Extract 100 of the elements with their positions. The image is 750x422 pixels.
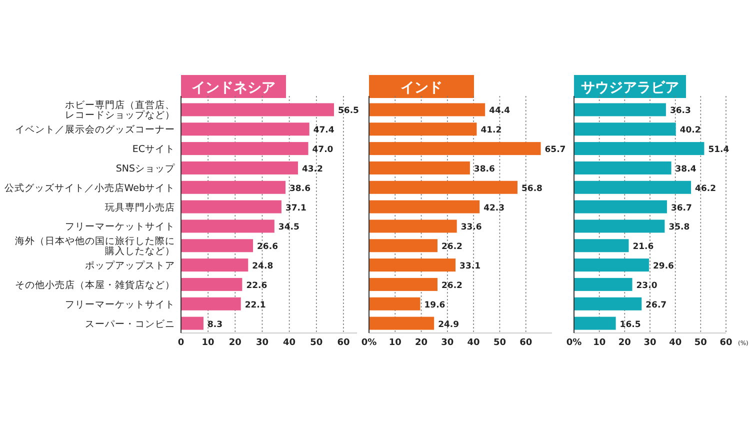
bar [181,161,298,174]
bar [574,103,666,116]
text: 22.1 [244,300,266,310]
text: 47.4 [313,126,334,136]
text: 65.7 [544,145,566,156]
x-tick-label: 10 [593,338,606,348]
text: 46.2 [695,184,716,194]
x-tick-label: 20 [228,338,242,348]
text: 26.7 [646,300,667,310]
bar [574,239,629,252]
bar [369,297,420,310]
bar [574,200,667,214]
bar [181,258,248,272]
y-tick-label: SNSショップ [116,162,176,174]
bar [181,278,242,291]
text: 38.6 [474,164,495,174]
text: 41.2 [480,126,502,136]
y-tick-label: フリーマーケットサイト [65,222,175,233]
text: 26.2 [441,242,462,252]
bar [369,258,456,272]
y-tick-label: 海外（日本や他の国に旅行した際に購入したなど） [15,235,175,258]
bar [181,316,204,330]
x-tick-label: 60 [520,338,532,348]
bar [181,103,334,116]
x-tick-label: 40 [283,338,296,348]
x-tick-label: 40 [467,338,480,348]
bar [369,103,486,116]
text: 24.9 [438,320,460,330]
bar [369,239,438,252]
y-tick-label: フリーマーケットサイト [65,299,175,310]
text: 8.3 [207,320,223,330]
y-tick-label: 公式グッズサイト／小売店Webサイト [4,182,175,194]
text: 33.6 [460,222,482,233]
x-tick-label: 20 [415,338,428,348]
text: 51.4 [708,145,730,156]
text: 47.0 [312,145,334,156]
text: 37.1 [285,203,306,214]
chart-title: インド [400,80,442,96]
text: 16.5 [620,320,641,330]
text: 23.0 [636,280,658,291]
bar [369,278,438,291]
text: 26.2 [441,280,462,291]
bar [369,142,541,156]
text: 33.1 [460,262,481,272]
x-tick-label: 0% [566,338,582,348]
bar [369,316,434,330]
text: 24.8 [252,262,274,272]
bar [574,142,704,156]
x-tick-label: 50 [493,338,506,348]
x-tick-label: 50 [694,338,707,348]
bar [574,180,692,194]
x-tick-label: 30 [256,338,268,348]
bar [369,220,457,233]
y-tick-label: その他小売店（本屋・雑貨店など） [15,278,175,291]
chart-title: サウジアラビア [581,80,679,96]
bar [369,180,518,194]
text: 42.3 [484,203,505,214]
x-tick-label: 10 [202,338,214,348]
text: 26.6 [257,242,278,252]
text: 34.5 [278,222,300,233]
text: 22.6 [246,280,268,291]
x-tick-label: 60 [720,338,732,348]
text: 35.8 [668,222,690,233]
bar [181,297,241,310]
bar [574,258,649,272]
bar [181,239,254,252]
bar [181,122,310,136]
y-tick-label: 玩具専門小売店 [105,201,175,214]
x-tick-label: 30 [441,338,454,348]
y-tick-label: ECサイト [132,144,175,156]
y-tick-label: スーパー・コンビニ [85,318,175,330]
bar [574,316,616,330]
x-tick-label: 50 [310,338,323,348]
x-tick-label: 0% [361,338,377,348]
y-tick-label: ポップアップストア [85,260,175,272]
text: 36.3 [670,106,691,116]
y-tick-label: ホビー専門店（直営店、レコードショップなど） [65,99,175,122]
text: 38.6 [290,184,310,194]
x-tick-label: 60 [337,338,350,348]
bar [574,220,665,233]
text: 36.7 [670,203,692,214]
bar [369,161,470,174]
text: 19.6 [424,300,446,310]
bar [574,122,676,136]
text: 38.4 [675,164,696,174]
bar [181,180,286,194]
bar [369,200,480,214]
text: 56.8 [521,184,542,194]
bar [369,122,477,136]
y-tick-label: イベント／展示会のグッズコーナー [15,124,175,136]
bar [181,142,308,156]
x-tick-label: 0 [178,338,184,348]
x-tick-label: 10 [388,338,402,348]
text: 21.6 [632,242,654,252]
x-tick-label: 40 [669,338,682,348]
bar [181,200,282,214]
bar [574,297,642,310]
text: 40.2 [680,126,701,136]
bar [181,220,274,233]
bar [574,278,632,291]
